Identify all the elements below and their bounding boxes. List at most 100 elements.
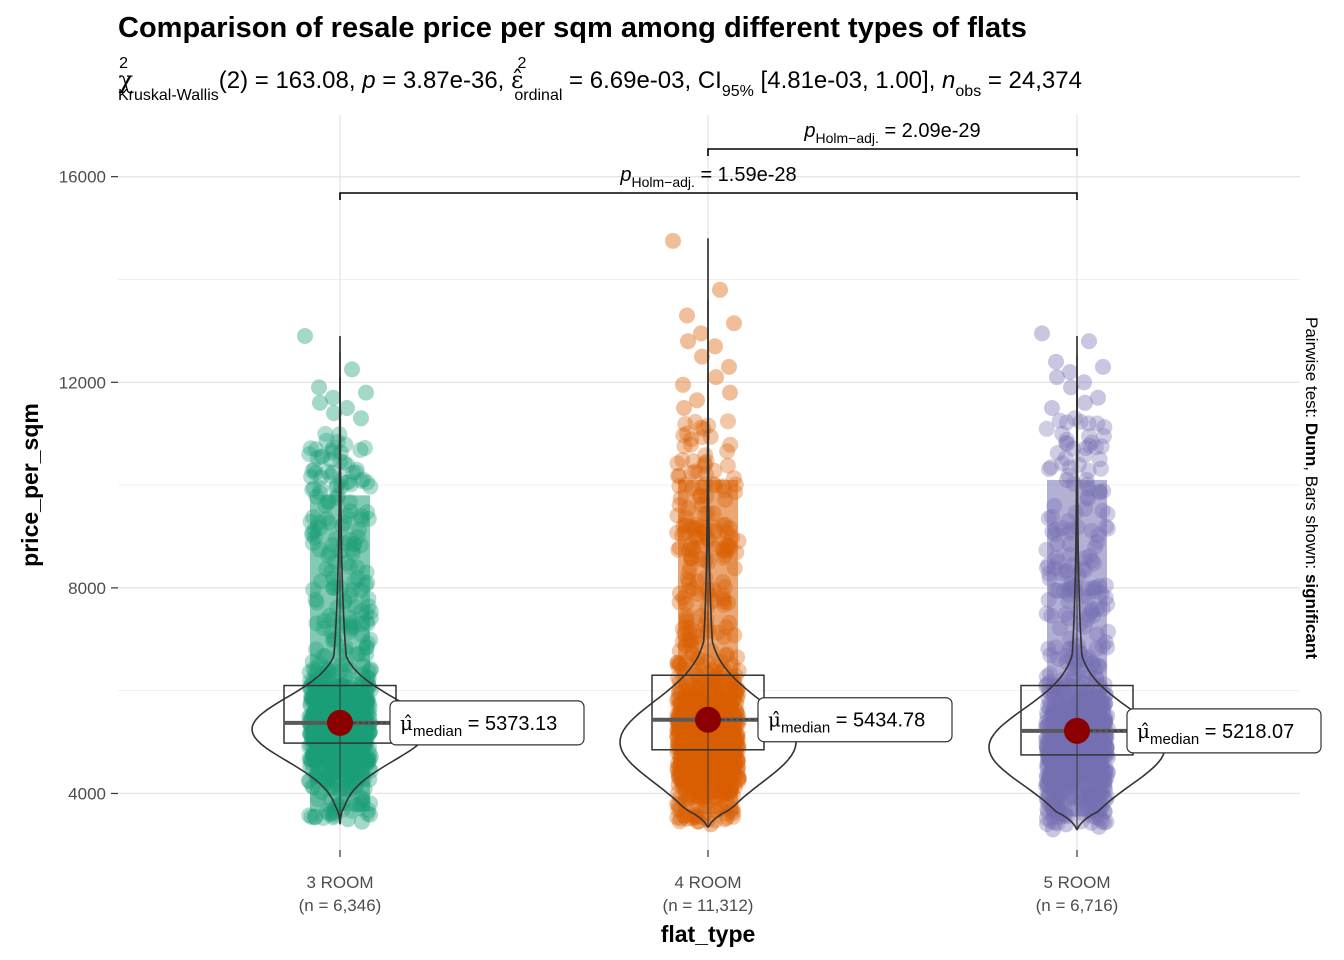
chart-subtitle: χ2 Kruskal-Wallis(2) = 163.08, p = 3.87e-…: [118, 55, 1082, 104]
data-point: [671, 813, 688, 830]
data-point: [301, 446, 318, 463]
data-point: [1042, 813, 1059, 829]
data-point: [1077, 440, 1094, 457]
chart-title: Comparison of resale price per sqm among…: [118, 12, 1027, 44]
data-point: [697, 447, 714, 464]
data-point: [676, 438, 693, 455]
ci-label: 95%: [722, 83, 754, 100]
outlier-point: [1044, 400, 1060, 416]
outlier-point: [689, 392, 705, 409]
outlier-point: [1045, 821, 1061, 838]
median-label-box: [389, 700, 585, 746]
data-point: [698, 453, 715, 470]
axes: 3 ROOM (n = 6,346) 4 ROOM (n = 11,312) 5 ROO…: [59, 168, 1119, 915]
outlier-point: [358, 384, 374, 401]
data-point: [304, 481, 321, 498]
outlier-point: [1090, 389, 1106, 406]
data-point: [325, 809, 342, 826]
x-axis-label: flat_type: [661, 921, 756, 947]
median-markers: μ̂median = 5373.13 μ̂median = 5434.78 μ̂me…: [327, 697, 1322, 754]
x-tick-label: 3 ROOM: [306, 873, 373, 892]
data-point: [324, 464, 341, 481]
outlier-point: [307, 808, 323, 825]
data-point: [307, 441, 324, 458]
data-point: [303, 809, 320, 825]
data-point: [337, 436, 354, 453]
data-point: [683, 464, 700, 481]
median-label: μ̂median = 5373.13: [400, 711, 557, 740]
data-point: [682, 436, 699, 453]
data-point: [1058, 414, 1075, 431]
data-point: [1049, 445, 1066, 461]
outlier-point: [726, 315, 742, 332]
data-point: [694, 429, 711, 446]
data-point: [690, 464, 706, 481]
data-point: [303, 468, 320, 485]
data-point: [683, 431, 700, 448]
outlier-point: [676, 400, 692, 416]
data-point: [1060, 467, 1077, 484]
median-label-box: [1126, 708, 1322, 754]
outlier-point: [1091, 818, 1107, 835]
outlier-point: [707, 338, 723, 355]
data-point: [722, 436, 739, 453]
data-point: [1081, 437, 1098, 454]
n-value: 24,374: [1009, 67, 1082, 94]
pairwise-bars: pHolm−adj. = 2.09e-29 pHolm−adj. = 1.59e-…: [339, 120, 1078, 200]
outlier-point: [354, 813, 370, 830]
data-point: [1041, 461, 1057, 478]
data-point: [1089, 415, 1106, 432]
stat-label: Kruskal-Wallis: [118, 87, 219, 104]
outlier-point: [1062, 364, 1078, 380]
data-point: [1051, 412, 1068, 429]
data-point: [353, 472, 370, 489]
outlier-point: [679, 307, 695, 324]
pairwise-label: pHolm−adj. = 1.59e-28: [619, 164, 796, 190]
outlier-point: [1077, 394, 1093, 411]
data-point: [1094, 813, 1110, 830]
data-point: [325, 439, 342, 456]
data-point: [1066, 410, 1083, 427]
outlier-point: [721, 358, 737, 375]
data-point: [677, 416, 694, 432]
outlier-point: [321, 806, 337, 822]
data-point: [1054, 425, 1071, 442]
outlier-point: [312, 394, 328, 411]
data-point: [313, 449, 330, 465]
outlier-point: [339, 400, 355, 416]
median-dot: [327, 709, 353, 736]
data-point: [685, 453, 702, 470]
data-point: [1083, 814, 1100, 831]
data-point: [324, 444, 341, 461]
data-point: [322, 467, 339, 484]
data-point: [672, 810, 689, 827]
data-point: [1076, 447, 1093, 464]
y-tick-label: 8000: [68, 579, 106, 598]
data-point: [702, 428, 719, 445]
data-point: [1062, 459, 1079, 476]
data-point: [339, 457, 356, 474]
data-point: [719, 443, 736, 460]
effsize-value: 6.69e-03: [590, 67, 685, 94]
outlier-point: [675, 376, 691, 393]
pairwise-caption: Pairwise test: Dunn, Bars shown: signifi…: [1302, 317, 1321, 659]
data-point: [669, 455, 686, 472]
data-point: [338, 474, 355, 491]
data-point: [1092, 460, 1109, 477]
data-point: [359, 474, 376, 491]
stat-df: (2): [219, 67, 248, 94]
data-point: [1049, 815, 1066, 832]
outlier-point: [722, 384, 738, 401]
p-value: 3.87e-36: [403, 67, 498, 94]
outlier-point: [703, 816, 719, 833]
outlier-point: [1048, 353, 1064, 370]
data-point: [342, 476, 359, 493]
outlier-point: [708, 369, 724, 386]
outlier-point: [1049, 369, 1065, 386]
data-point: [1096, 814, 1113, 831]
median-label: μ̂median = 5434.78: [768, 708, 925, 737]
data-point: [1098, 813, 1115, 830]
data-point: [1059, 435, 1076, 452]
stat-value: 163.08: [275, 67, 348, 94]
data-point: [345, 465, 362, 481]
